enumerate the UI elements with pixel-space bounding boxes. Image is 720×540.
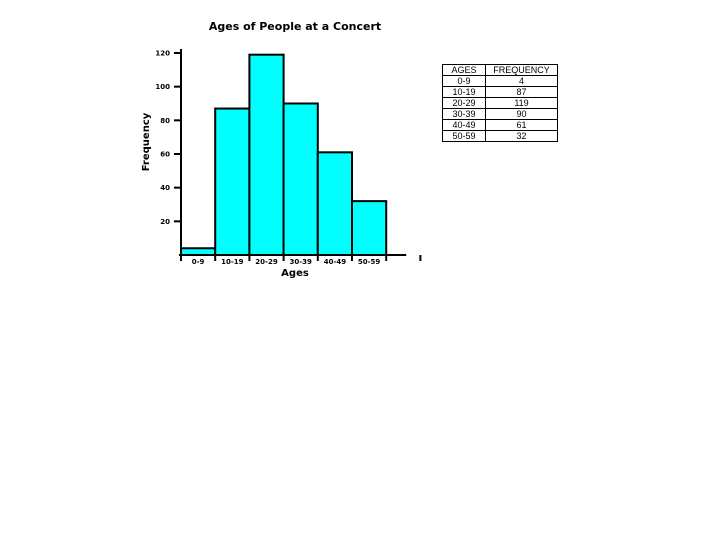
histogram-bar-40-49: [316, 151, 353, 256]
y-tick-label: 60: [160, 151, 170, 159]
x-tick-label: 20-29: [255, 258, 278, 266]
table-header-ages: AGES: [442, 64, 486, 76]
histogram-bar-0-9: [180, 247, 217, 256]
y-tick-label: 80: [160, 117, 170, 125]
histogram-bar-10-19: [214, 107, 251, 256]
table-row: 10-19 87: [442, 86, 558, 98]
x-tick-label: 10-19: [221, 258, 244, 266]
histogram-chart: Ages of People at a Concert Ages Frequen…: [141, 20, 422, 279]
table-cell-ages: 40-49: [442, 119, 486, 131]
histogram-bar-50-59: [351, 200, 388, 256]
table-cell-ages: 30-39: [442, 108, 486, 120]
histogram-bar-20-29: [248, 53, 285, 256]
table-row: 20-29 119: [442, 97, 558, 109]
table-row: 50-59 32: [442, 130, 558, 142]
table-cell-frequency: 119: [485, 97, 558, 109]
table-cell-ages: 0-9: [442, 75, 486, 87]
table-header-frequency: FREQUENCY: [485, 64, 558, 76]
y-tick-label: 120: [155, 50, 170, 58]
frequency-table: AGES FREQUENCY 0-9 4 10-19 87 20-29 119 …: [442, 64, 558, 142]
table-row: 0-9 4: [442, 75, 558, 87]
y-tick-label: 20: [160, 218, 170, 226]
table-cell-frequency: 87: [485, 86, 558, 98]
table-header-row: AGES FREQUENCY: [442, 64, 558, 76]
table-cell-ages: 10-19: [442, 86, 486, 98]
table-cell-frequency: 32: [485, 130, 558, 142]
y-tick-label: 40: [160, 184, 170, 192]
x-axis-label: Ages: [281, 268, 309, 279]
table-cell-ages: 50-59: [442, 130, 486, 142]
x-tick-label: 0-9: [192, 258, 205, 266]
chart-title: Ages of People at a Concert: [209, 20, 381, 33]
y-axis-label: Frequency: [141, 112, 152, 171]
table-cell-ages: 20-29: [442, 97, 486, 109]
x-tick-label: 40-49: [324, 258, 347, 266]
x-tick-label: 50-59: [358, 258, 381, 266]
table-cell-frequency: 90: [485, 108, 558, 120]
table-row: 30-39 90: [442, 108, 558, 120]
histogram-bar-30-39: [282, 102, 319, 256]
table-row: 40-49 61: [442, 119, 558, 131]
table-cell-frequency: 61: [485, 119, 558, 131]
y-tick-label: 100: [155, 83, 170, 91]
table-cell-frequency: 4: [485, 75, 558, 87]
x-tick-label: 30-39: [290, 258, 313, 266]
